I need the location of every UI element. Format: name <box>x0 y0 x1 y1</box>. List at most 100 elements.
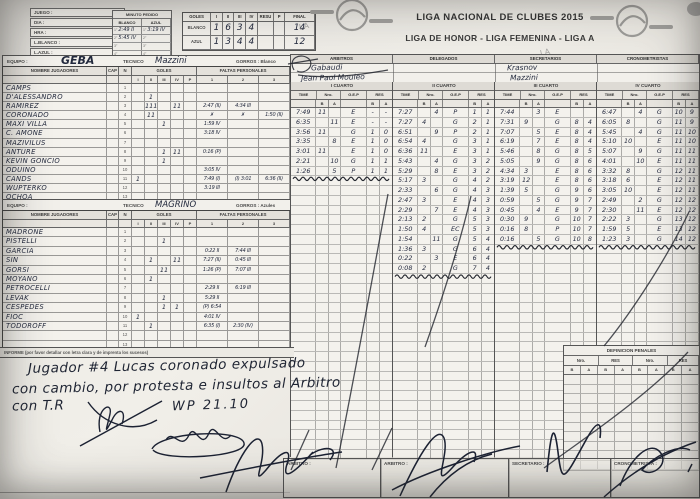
goals-team-label: AZUL <box>183 36 212 49</box>
event-res-a <box>686 322 699 332</box>
timeout-cell: 3° <box>113 43 142 50</box>
ba-header-cell <box>597 100 623 107</box>
event-res-a: 11 <box>686 147 699 156</box>
player-goal-tally: 1 <box>132 312 145 322</box>
event-gep: E <box>545 137 571 147</box>
player-name: Mazivilus <box>3 138 107 148</box>
event-gep: E <box>647 205 673 215</box>
ba-header-cell: A <box>635 100 648 107</box>
event-res-b: 3 <box>469 137 482 147</box>
player-foul-time <box>197 84 228 94</box>
player-cap <box>107 321 119 332</box>
player-cap <box>107 184 119 194</box>
quarter-subheader-cell: G.E.P <box>341 91 368 99</box>
event-res-a <box>482 400 495 410</box>
player-goal-tally <box>132 120 145 130</box>
player-number: 10 <box>119 165 132 175</box>
event-gep <box>443 430 469 440</box>
penales-row <box>564 422 699 432</box>
event-res-b: 13 <box>673 225 686 234</box>
event-row: 4:34 3 E 8 6 <box>495 166 597 177</box>
event-res-a <box>686 244 699 254</box>
event-time <box>495 381 521 391</box>
roster-header: CAP <box>107 67 119 76</box>
event-gep <box>443 303 469 313</box>
event-row <box>291 361 393 372</box>
event-nro-a <box>533 264 546 274</box>
player-foul-time <box>197 237 228 247</box>
event-nro-a <box>329 274 342 283</box>
event-time <box>393 410 419 420</box>
event-gep <box>341 215 367 225</box>
goals-team-label: BLANCO <box>183 22 212 35</box>
ba-header-cell <box>495 100 521 107</box>
goals-final-value: 14 <box>285 22 315 35</box>
event-nro-a <box>635 283 648 293</box>
gorros-label-blue: GORROS : Azules <box>236 203 276 208</box>
event-nro-a <box>635 274 648 283</box>
player-foul-time: 7:44 III <box>228 246 259 257</box>
player-number: 1 <box>119 84 132 94</box>
event-time: 3:05 <box>597 186 623 195</box>
ba-header-cell: A <box>482 100 495 107</box>
goles-quarter-header: IV <box>171 76 184 84</box>
player-foul-time <box>259 303 290 313</box>
event-gep: G <box>545 156 571 166</box>
event-nro-b <box>520 195 533 205</box>
team-white-name: GEBA <box>61 54 95 67</box>
event-gep: G <box>545 147 571 156</box>
event-res-b: 10 <box>673 108 686 117</box>
event-nro-a <box>635 254 648 264</box>
player-goal-tally <box>171 312 184 322</box>
event-time <box>291 234 317 244</box>
report-rule-reference: WP 21.10 <box>171 396 251 415</box>
event-time <box>291 313 317 322</box>
event-row: 3:18 6 E 12 11 <box>597 176 699 187</box>
player-foul-time <box>259 293 290 304</box>
event-res-a <box>686 264 699 274</box>
event-res-a <box>380 371 393 381</box>
player-foul-time <box>259 256 290 266</box>
player-foul-time <box>259 93 290 103</box>
event-res-a: 1 <box>482 108 495 117</box>
player-goal-tally <box>184 165 197 175</box>
event-res-b: 8 <box>571 176 584 186</box>
event-gep <box>341 430 367 440</box>
event-nro-b <box>418 352 431 361</box>
event-row: 7:27 4 P 1 1 <box>393 108 495 118</box>
quarter-subheader: TIME Nro. G.E.P RES <box>393 91 496 100</box>
player-name: Pistelli <box>3 237 107 247</box>
event-time: 6:54 <box>393 137 419 147</box>
player-foul-time: ✗ <box>228 111 259 121</box>
player-goal-tally <box>145 184 158 194</box>
event-nro-a: 9 <box>533 156 546 166</box>
event-time: 4:34 <box>495 166 521 176</box>
event-row <box>597 303 699 314</box>
penales-cell <box>665 432 683 441</box>
event-nro-b <box>622 322 635 332</box>
event-res-b: 4 <box>469 176 482 186</box>
event-row <box>291 254 393 265</box>
event-row <box>291 244 393 255</box>
player-goal-tally: 1 <box>132 174 145 185</box>
event-row: 1:26 5 P 1 1 <box>291 166 393 177</box>
event-row <box>597 274 699 284</box>
event-nro-a <box>533 430 546 440</box>
event-nro-b <box>316 264 329 274</box>
event-time: 7:07 <box>495 127 521 137</box>
event-nro-a <box>533 186 546 195</box>
photo-smudge <box>687 2 700 16</box>
goals-quarter-value: 4 <box>246 36 258 49</box>
event-gep <box>545 293 571 303</box>
event-nro-b <box>622 195 635 205</box>
penales-ba-cell: A <box>648 366 666 374</box>
player-foul-time <box>197 93 228 103</box>
event-gep <box>647 303 673 313</box>
event-gep: E <box>341 117 367 127</box>
event-row: 6:47 4 G 10 9 <box>597 108 699 118</box>
event-res-a: 3 <box>482 195 495 205</box>
quarter-subheader-cell: RES <box>571 91 598 99</box>
event-gep <box>443 322 469 332</box>
event-nro-b: 10 <box>622 137 635 147</box>
event-row <box>291 440 393 450</box>
